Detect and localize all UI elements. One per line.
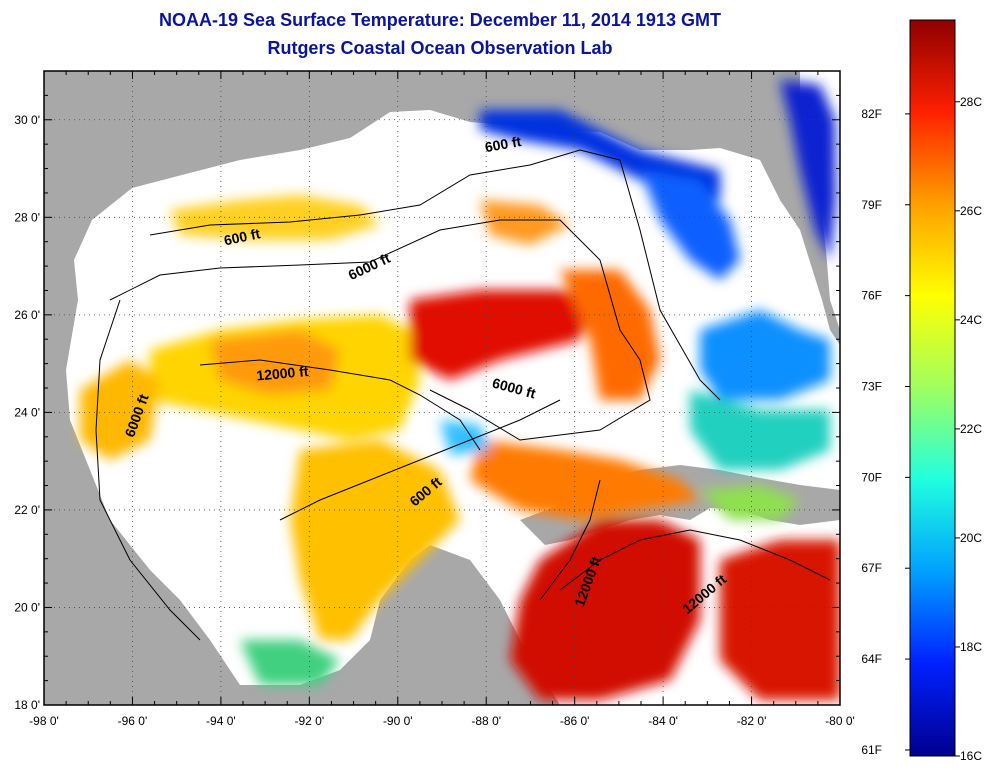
y-tick-label: 22 0' [14,503,40,517]
colorbar-f-label: 82F [861,107,882,121]
contour-600ft-south [279,399,561,521]
x-tick-label: -98 0' [29,714,59,728]
colorbar-f-label: 79F [861,198,882,212]
contour-label: 600 ft [222,225,261,248]
colorbar-c-label: 28C [960,95,982,109]
map-subtitle: Rutgers Coastal Ocean Observation Lab [267,38,613,58]
x-tick-label: -92 0' [295,714,325,728]
x-tick-label: -96 0' [118,714,148,728]
x-tick-label: -80 0' [825,714,855,728]
contour-label: 12000 ft [256,363,310,384]
y-tick-label: 26 0' [14,308,40,322]
colorbar-c-label: 26C [960,204,982,218]
colorbar-f-label: 70F [861,470,882,484]
contour-12000ft [199,359,481,451]
sst-patches [80,80,840,700]
y-tick-label: 18 0' [14,698,40,712]
colorbar [909,19,956,757]
x-tick-label: -88 0' [471,714,501,728]
axis-tick-labels: -98 0' -96 0' -94 0' -92 0' -90 0' -88 0' -86 … [14,113,854,728]
x-tick-label: -90 0' [383,714,413,728]
colorbar-c-label: 22C [960,422,982,436]
x-tick-label: -84 0' [648,714,678,728]
axis-ticks [43,70,841,706]
colorbar-f-label: 73F [861,379,882,393]
colorbar-c-label: 20C [960,531,982,545]
colorbar-f-label: 76F [861,289,882,303]
x-tick-label: -94 0' [206,714,236,728]
colorbar-f-label: 67F [861,561,882,575]
colorbar-f-label: 64F [861,652,882,666]
colorbar-c-label: 18C [960,640,982,654]
colorbar-c-label: 24C [960,313,982,327]
contour-600ft [149,149,721,401]
y-tick-label: 30 0' [14,113,40,127]
contour-cayman [559,529,831,591]
x-tick-label: -86 0' [560,714,590,728]
colorbar-f-label: 61F [861,743,882,757]
y-tick-label: 24 0' [14,405,40,419]
contour-6000ft-west [95,299,201,641]
x-tick-label: -82 0' [737,714,767,728]
map-grid [44,71,840,705]
contour-6000ft [109,219,651,441]
map-title: NOAA-19 Sea Surface Temperature: Decembe… [159,10,721,30]
y-tick-label: 28 0' [14,210,40,224]
y-tick-label: 20 0' [14,600,40,614]
contour-label: 600 ft [484,133,523,155]
bathymetry-contours [95,149,831,641]
colorbar-c-label: 16C [960,749,982,763]
contour-yucatan [539,479,601,601]
colorbar-ticks: 16C 18C 20C 22C 24C 26C 28C 61F 64F 67F 70F 73F 76F 7… [861,95,982,763]
